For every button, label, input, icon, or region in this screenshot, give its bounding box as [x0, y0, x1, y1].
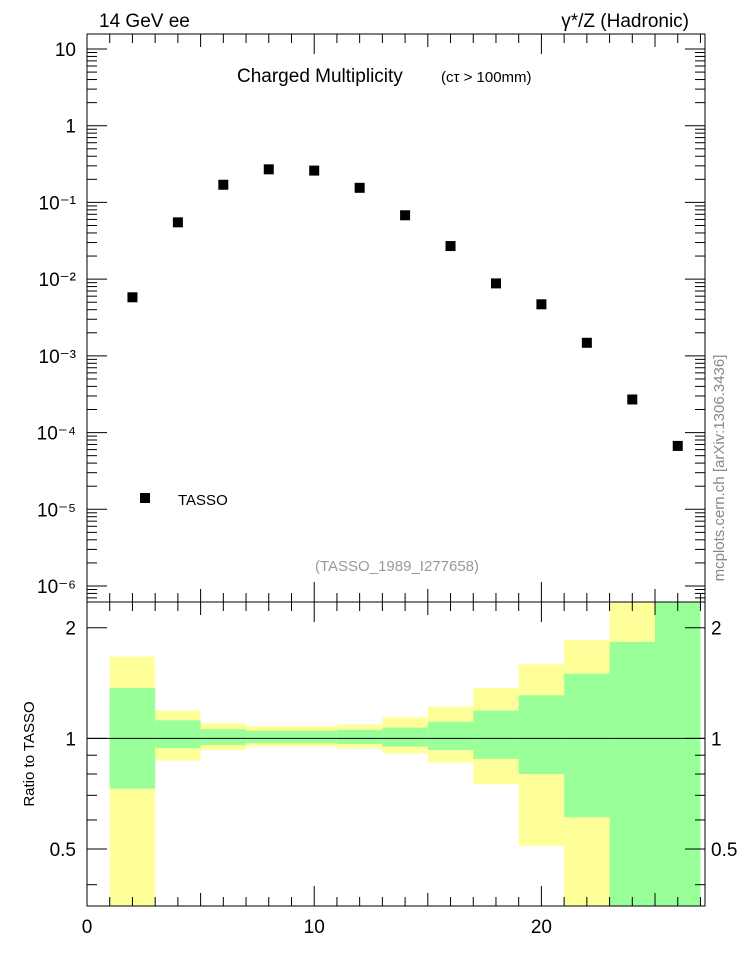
- ratio-band-bin: [246, 730, 292, 744]
- main-plot-x-ticks: [86, 34, 701, 602]
- y-tick-label: 10⁻²: [39, 270, 77, 291]
- ratio-band-bin: [200, 729, 247, 745]
- data-point: [581, 337, 592, 348]
- data-point: [309, 165, 320, 176]
- y-tick-label: 10⁻¹: [39, 193, 77, 214]
- data-point: [218, 179, 229, 190]
- ratio-plot-frame: [86, 601, 706, 907]
- y-tick-label: 1: [65, 117, 76, 138]
- ratio-band-bin: [427, 721, 474, 750]
- data-point: [490, 278, 501, 289]
- header-left-label: 14 GeV ee: [99, 11, 190, 32]
- ratio-band-bin: [473, 710, 519, 759]
- y-tick-label: 10⁻⁶: [37, 577, 76, 598]
- x-tick-label: 0: [82, 917, 93, 938]
- y-tick-label: 10⁻³: [39, 347, 77, 368]
- ratio-band-bin: [655, 602, 701, 906]
- data-point: [354, 182, 365, 193]
- ratio-y-ticks: 0.5 0.5 1 1 2 2: [50, 619, 737, 886]
- ratio-band-bin: [336, 729, 383, 745]
- legend-label-tasso: TASSO: [178, 492, 228, 509]
- ratio-band-bin: [155, 720, 201, 749]
- ratio-y-tick-label-right: 2: [711, 619, 722, 640]
- y-tick-label: 10⁻⁴: [37, 424, 76, 445]
- ratio-band-bin: [291, 730, 337, 744]
- ratio-y-tick-label-right: 1: [711, 729, 722, 750]
- ratio-y-tick-label-right: 0.5: [711, 840, 737, 861]
- y-tick-label: 10: [55, 40, 76, 61]
- ratio-y-axis-label: Ratio to TASSO: [21, 701, 38, 806]
- data-point: [445, 241, 456, 252]
- data-point: [536, 299, 547, 310]
- ratio-y-tick-label: 0.5: [50, 840, 76, 861]
- data-points: [127, 164, 683, 451]
- ratio-y-tick-label: 2: [65, 619, 76, 640]
- ratio-band-bin: [564, 673, 610, 818]
- y-tick-label: 10⁻⁵: [37, 500, 76, 521]
- side-credit-label: mcplots.cern.ch [arXiv:1306.3436]: [711, 355, 728, 582]
- data-point: [672, 440, 683, 451]
- data-point: [172, 217, 183, 228]
- main-plot-frame: [86, 33, 706, 603]
- ratio-band-bin: [609, 641, 656, 906]
- ratio-band-bin: [382, 727, 428, 747]
- main-plot-y-ticks: 10 1 10⁻¹ 10⁻² 10⁻³ 10⁻⁴ 10⁻⁵ 10⁻⁶: [37, 40, 705, 599]
- chart-title: Charged Multiplicity: [237, 66, 403, 87]
- ratio-bands: [109, 602, 701, 906]
- data-point: [263, 164, 274, 175]
- data-point: [127, 292, 138, 303]
- x-tick-label: 10: [304, 917, 325, 938]
- ratio-x-ticks: 0 10 20: [82, 602, 701, 938]
- x-tick-label: 20: [531, 917, 552, 938]
- header-right-label: γ*/Z (Hadronic): [561, 11, 689, 32]
- legend-marker-tasso: [140, 493, 150, 503]
- data-point: [400, 210, 411, 221]
- analysis-watermark: (TASSO_1989_I277658): [315, 558, 479, 575]
- chart-subtitle: (cτ > 100mm): [441, 69, 532, 86]
- ratio-y-tick-label: 1: [65, 729, 76, 750]
- data-point: [627, 394, 638, 405]
- ratio-band-bin: [518, 695, 565, 775]
